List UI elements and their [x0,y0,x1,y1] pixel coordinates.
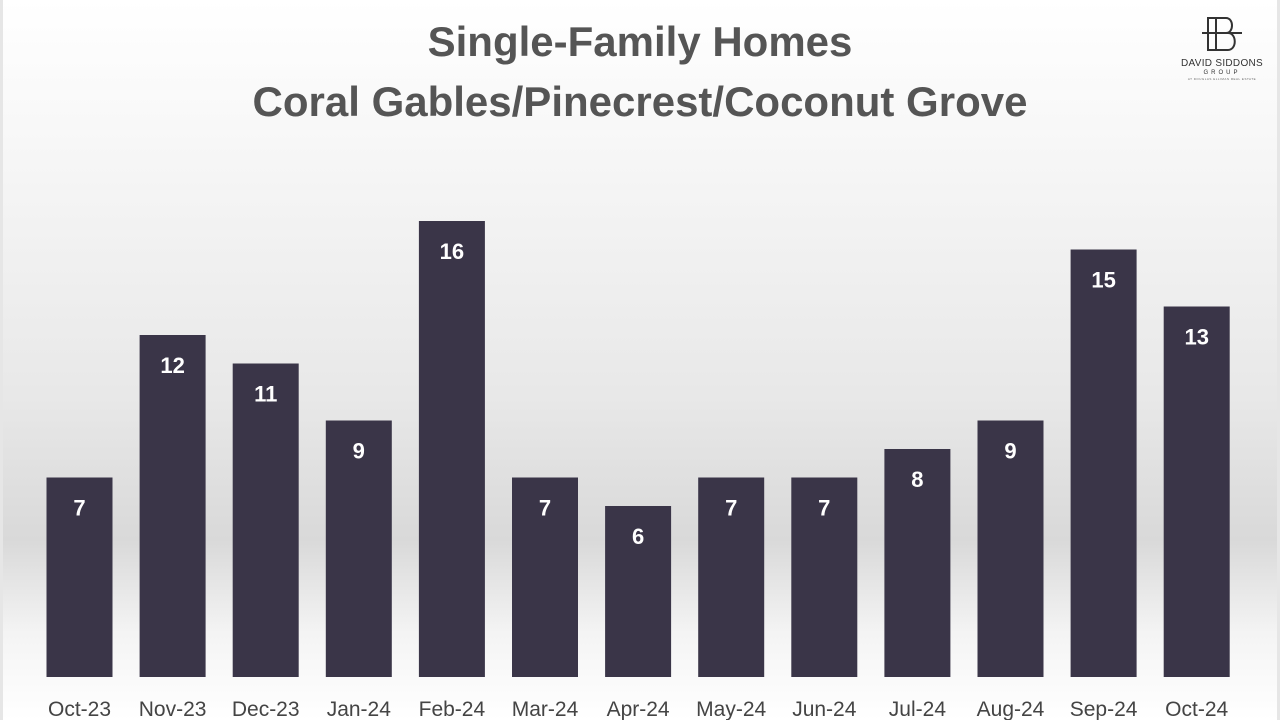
category-label-jul-24: Jul-24 [889,698,947,720]
bar-jun-24 [791,477,858,677]
value-label-aug-24: 9 [1004,439,1016,464]
category-label-aug-24: Aug-24 [977,698,1045,720]
brand-logo: DAVID SIDDONS GROUP AT DOUGLAS ELLIMAN R… [1172,16,1272,81]
bar-jul-24 [884,449,951,677]
bar-sep-24 [1070,249,1137,677]
category-label-jan-24: Jan-24 [327,698,392,720]
bar-dec-23 [232,363,299,677]
value-label-nov-23: 12 [160,353,184,378]
bar-apr-24 [605,506,672,677]
category-label-dec-23: Dec-23 [232,698,300,720]
value-label-apr-24: 6 [632,524,644,549]
bar-oct-23 [46,477,113,677]
category-label-feb-24: Feb-24 [419,698,486,720]
value-label-mar-24: 7 [539,496,551,521]
logo-sub: GROUP [1203,70,1241,76]
category-label-apr-24: Apr-24 [607,698,670,720]
bar-jan-24 [325,420,392,677]
logo-tagline: AT DOUGLAS ELLIMAN REAL ESTATE [1187,77,1257,81]
value-labels-group: 7 12 11 9 16 7 6 7 7 8 9 15 13 [73,239,1209,549]
bars-group [46,221,1230,677]
value-label-feb-24: 16 [440,239,464,264]
value-label-oct-24: 13 [1184,325,1208,350]
bar-feb-24 [418,221,485,677]
value-label-jan-24: 9 [353,439,365,464]
chart-title-line1: Single-Family Homes [427,18,853,65]
monogram-icon [1202,17,1242,51]
logo-name: DAVID SIDDONS [1180,58,1264,69]
category-label-oct-23: Oct-23 [48,698,111,720]
chart-title-line2: Coral Gables/Pinecrest/Coconut Grove [252,78,1028,125]
category-label-may-24: May-24 [696,698,766,720]
category-label-jun-24: Jun-24 [792,698,857,720]
bar-oct-24 [1163,306,1230,677]
value-label-oct-23: 7 [73,496,85,521]
value-label-may-24: 7 [725,496,737,521]
category-labels-group: Oct-23 Nov-23 Dec-23 Jan-24 Feb-24 Mar-24 Apr-… [48,698,1229,720]
category-label-oct-24: Oct-24 [1165,698,1228,720]
bar-may-24 [698,477,765,677]
bar-mar-24 [512,477,578,677]
bar-nov-23 [139,335,206,677]
bar-aug-24 [977,420,1044,677]
value-label-jun-24: 7 [818,496,830,521]
category-label-mar-24: Mar-24 [512,698,579,720]
value-label-jul-24: 8 [911,467,923,492]
category-label-nov-23: Nov-23 [139,698,207,720]
category-label-sep-24: Sep-24 [1070,698,1138,720]
value-label-dec-23: 11 [254,382,277,407]
value-label-sep-24: 15 [1091,268,1115,293]
